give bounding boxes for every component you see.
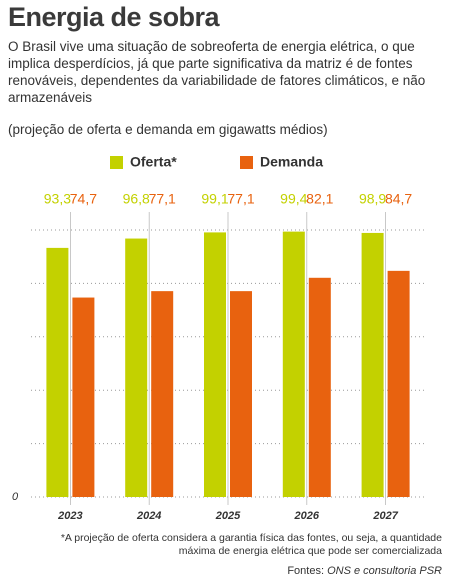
title: Energia de sobra <box>8 2 220 32</box>
value-label: 82,1 <box>306 191 333 207</box>
legend-swatch <box>110 156 123 169</box>
bar <box>204 232 226 497</box>
bar <box>282 231 305 498</box>
legend-label: Demanda <box>260 154 323 170</box>
bar <box>361 232 384 497</box>
value-label: 74,7 <box>70 191 97 207</box>
value-label: 77,1 <box>149 191 176 207</box>
x-tick-label: 2027 <box>372 510 398 522</box>
x-tick-label: 2024 <box>136 510 161 522</box>
bar <box>125 238 148 497</box>
bar <box>230 291 252 497</box>
footnote: *A projeção de oferta considera a garant… <box>60 532 442 557</box>
x-tick-label: 2026 <box>294 510 320 522</box>
bar <box>151 291 174 497</box>
value-label: 93,3 <box>44 191 71 207</box>
legend-label: Oferta* <box>130 154 177 170</box>
source-label: Fontes: <box>287 565 324 577</box>
value-label: 77,1 <box>227 191 254 207</box>
value-label: 99,1 <box>201 191 228 207</box>
legend-swatch <box>240 156 253 169</box>
source-line: Fontes: ONS e consultoria PSR <box>287 565 442 577</box>
subtitle: (projeção de oferta e demanda em gigawat… <box>8 122 328 137</box>
x-tick-label: 2025 <box>215 510 241 522</box>
bar <box>72 297 95 497</box>
x-tick-label: 2023 <box>57 510 82 522</box>
value-label: 96,8 <box>123 191 150 207</box>
y-tick-label: 0 <box>12 491 19 503</box>
source: ONS e consultoria PSR <box>327 565 442 577</box>
bar <box>308 277 331 497</box>
bar <box>46 247 69 497</box>
value-label: 84,7 <box>385 191 412 207</box>
value-label: 98,9 <box>359 191 386 207</box>
bar <box>387 270 410 497</box>
value-label: 99,4 <box>280 191 307 207</box>
description: O Brasil vive uma situação de sobreofert… <box>8 39 426 105</box>
